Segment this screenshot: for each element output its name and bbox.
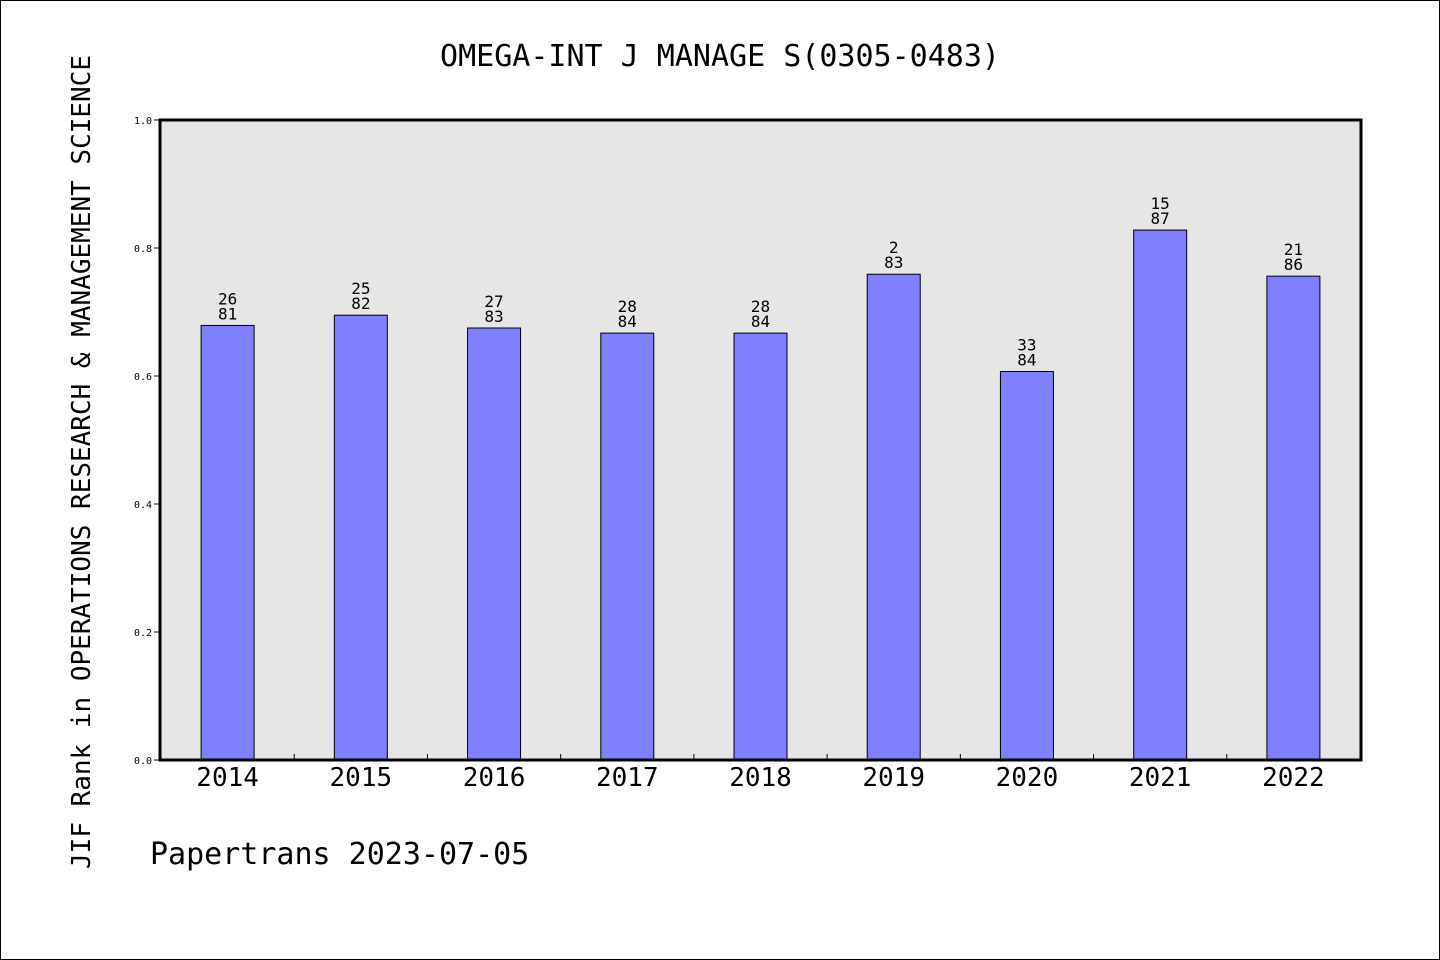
bar-label-rank: 33 [1017, 336, 1036, 355]
y-tick-label: 0.6 [134, 372, 152, 383]
x-axis: 2014 2015 2016 2017 2018 2019 2020 2021 2022 [196, 754, 1325, 793]
bar-label-rank: 25 [351, 279, 370, 298]
chart-title: OMEGA-INT J MANAGE S(0305-0483) [440, 39, 1000, 74]
x-tick-label: 2018 [729, 763, 792, 793]
x-tick-label: 2016 [463, 763, 526, 793]
bar-label-total: 87 [1151, 209, 1170, 228]
y-tick-label: 1.0 [134, 116, 152, 127]
y-tick-label: 0.0 [134, 756, 152, 767]
bar-label-rank: 26 [218, 289, 237, 308]
bar-label-rank: 15 [1151, 194, 1170, 213]
bar-label-rank: 21 [1284, 240, 1303, 259]
bar [200, 324, 255, 761]
x-tick-label: 2020 [996, 763, 1059, 793]
bar-label-rank: 2 [889, 238, 899, 257]
bar [999, 371, 1054, 761]
bar-label-total: 84 [1017, 351, 1036, 370]
x-tick-label: 2019 [862, 763, 925, 793]
bar [1133, 229, 1188, 761]
bar-label-total: 81 [218, 304, 237, 323]
bar [1266, 275, 1321, 761]
x-tick-label: 2017 [596, 763, 659, 793]
bar-label-total: 82 [351, 294, 370, 313]
x-tick-label: 2015 [330, 763, 393, 793]
bar-label-rank: 28 [618, 297, 637, 316]
footer-credit: Papertrans 2023-07-05 [150, 837, 529, 872]
x-tick-label: 2014 [196, 763, 259, 793]
bar-label-rank: 28 [751, 297, 770, 316]
bar [600, 332, 655, 761]
bar-label-total: 86 [1284, 255, 1303, 274]
y-axis: 0.0 0.2 0.4 0.6 0.8 1.0 [134, 116, 160, 767]
bar [467, 327, 522, 761]
bar [733, 332, 788, 761]
x-tick-label: 2021 [1129, 763, 1192, 793]
bar-label-total: 83 [484, 307, 503, 326]
bar-label-total: 83 [884, 253, 903, 272]
plot-border [158, 118, 1363, 762]
bar [333, 314, 388, 761]
x-tick-label: 2022 [1262, 763, 1325, 793]
bar-label-total: 84 [618, 312, 637, 331]
bar-label-rank: 27 [484, 292, 503, 311]
y-tick-label: 0.8 [134, 244, 152, 255]
y-axis-label: JIF Rank in OPERATIONS RESEARCH & MANAGE… [67, 55, 97, 869]
bar-label-total: 84 [751, 312, 770, 331]
y-tick-label: 0.4 [134, 500, 152, 511]
bar [866, 273, 921, 761]
bar-series [200, 229, 1321, 761]
y-tick-label: 0.2 [134, 628, 152, 639]
